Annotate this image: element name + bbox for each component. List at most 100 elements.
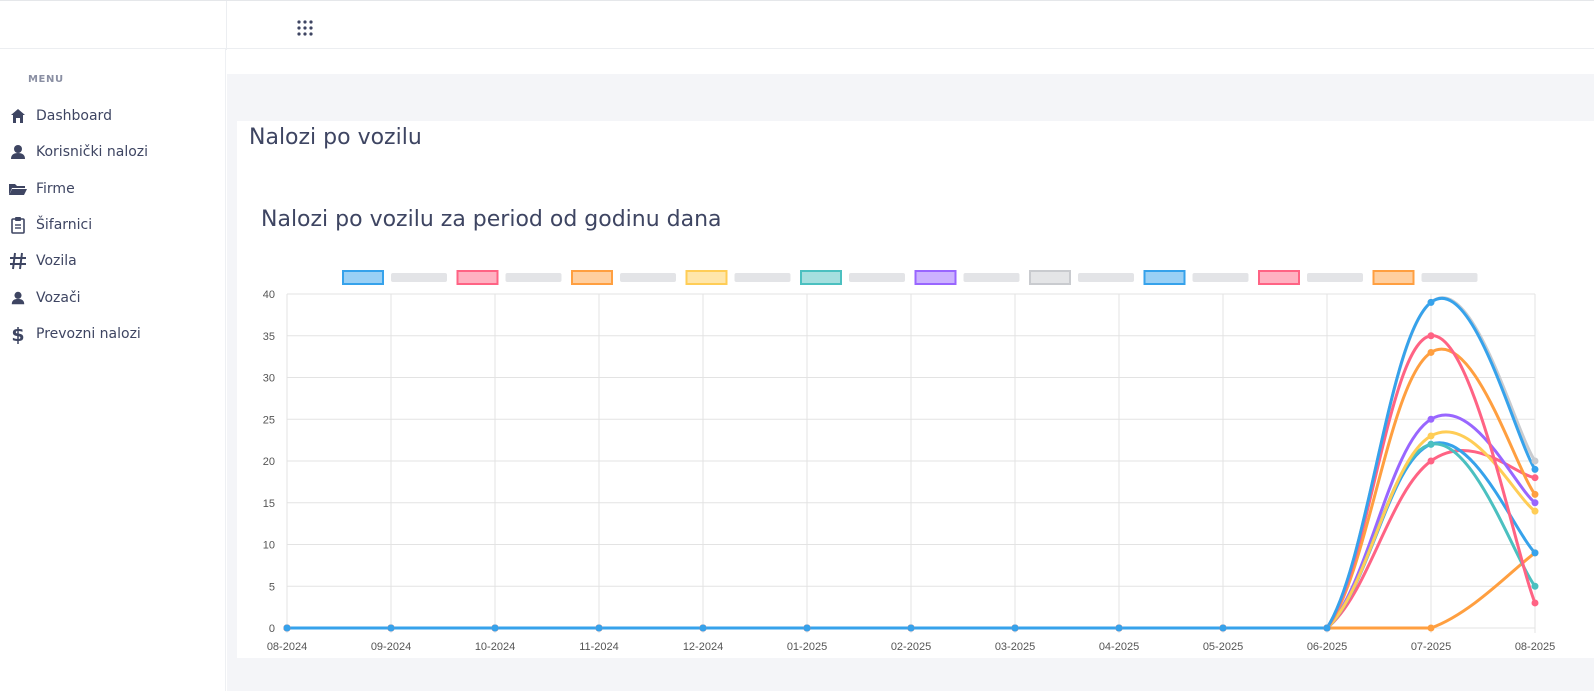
data-point <box>1219 624 1227 632</box>
sidebar: MENU Dashboard Korisnički nalozi Firme Š… <box>0 49 226 691</box>
legend-label-redacted <box>1307 273 1363 282</box>
y-tick-label: 25 <box>263 414 275 426</box>
x-tick-label: 10-2024 <box>475 641 515 653</box>
legend-label-redacted <box>963 273 1020 282</box>
legend-swatch <box>456 270 499 285</box>
y-tick-label: 20 <box>263 456 275 468</box>
data-point <box>1531 499 1539 507</box>
legend-label-redacted <box>1078 273 1134 282</box>
page-title: Nalozi po vozilu <box>249 125 422 150</box>
data-point <box>699 624 707 632</box>
grid-icon <box>297 20 313 36</box>
data-point <box>907 624 915 632</box>
sidebar-item-vozaci[interactable]: Vozači <box>8 283 218 313</box>
legend-swatch <box>342 270 384 285</box>
home-icon <box>8 106 28 126</box>
legend-swatch <box>1029 270 1071 285</box>
apps-button[interactable] <box>292 15 318 41</box>
data-point <box>1427 332 1435 340</box>
data-point <box>1427 298 1435 306</box>
data-point <box>1427 457 1435 465</box>
sidebar-item-label: Šifarnici <box>36 217 93 233</box>
data-point <box>491 624 499 632</box>
dollar-icon: $ <box>8 324 28 344</box>
legend-label-redacted <box>1421 273 1478 282</box>
data-point <box>283 624 291 632</box>
data-point <box>387 624 395 632</box>
data-point <box>1115 624 1123 632</box>
data-point <box>1531 582 1539 590</box>
x-tick-label: 04-2025 <box>1099 641 1139 653</box>
x-tick-label: 12-2024 <box>683 641 723 653</box>
hash-icon <box>8 251 28 271</box>
data-point <box>1531 457 1539 465</box>
legend-label-redacted <box>1192 273 1249 282</box>
legend-label-redacted <box>620 273 676 282</box>
x-tick-label: 08-2025 <box>1515 641 1555 653</box>
legend-label-redacted <box>734 273 791 282</box>
data-point <box>1531 474 1539 482</box>
folder-icon <box>8 179 28 199</box>
x-tick-label: 02-2025 <box>891 641 931 653</box>
sidebar-item-label: Korisnički nalozi <box>36 144 149 160</box>
data-point <box>1531 490 1539 498</box>
data-point <box>1531 599 1539 607</box>
data-point <box>1531 549 1539 557</box>
x-tick-label: 03-2025 <box>995 641 1035 653</box>
legend-swatch <box>685 270 728 285</box>
sidebar-item-label: Dashboard <box>36 108 112 124</box>
x-tick-label: 08-2024 <box>267 641 307 653</box>
data-point <box>803 624 811 632</box>
x-tick-label: 01-2025 <box>787 641 827 653</box>
legend-swatch <box>571 270 613 285</box>
legend-swatch <box>1143 270 1186 285</box>
clipboard-icon <box>8 215 28 235</box>
topbar-divider <box>226 1 227 50</box>
legend-swatch <box>1258 270 1300 285</box>
sidebar-item-vozila[interactable]: Vozila <box>8 246 218 276</box>
x-tick-label: 11-2024 <box>579 641 619 653</box>
x-tick-label: 07-2025 <box>1411 641 1451 653</box>
data-point <box>1531 507 1539 515</box>
legend-label-redacted <box>391 273 447 282</box>
sidebar-item-prevozni-nalozi[interactable]: $ Prevozni nalozi <box>8 319 218 349</box>
legend-label-redacted <box>849 273 905 282</box>
x-tick-label: 05-2025 <box>1203 641 1243 653</box>
series-line <box>287 297 1537 630</box>
data-point <box>1011 624 1019 632</box>
legend-swatch <box>1372 270 1415 285</box>
y-tick-label: 40 <box>263 289 275 301</box>
y-tick-label: 35 <box>263 331 275 343</box>
data-point <box>1427 624 1435 632</box>
data-point <box>1427 348 1435 356</box>
sidebar-item-label: Prevozni nalozi <box>36 326 141 342</box>
chart-title: Nalozi po vozilu za period od godinu dan… <box>261 207 722 232</box>
menu-title: MENU <box>28 74 64 85</box>
data-point <box>1323 624 1331 632</box>
legend-swatch <box>800 270 842 285</box>
sidebar-item-sifarnici[interactable]: Šifarnici <box>8 210 218 240</box>
svg-text:$: $ <box>11 324 24 344</box>
user-icon <box>8 142 28 162</box>
sidebar-item-label: Firme <box>36 181 75 197</box>
y-tick-label: 5 <box>269 581 275 593</box>
data-point <box>1427 432 1435 440</box>
user-icon <box>8 288 28 308</box>
sidebar-item-dashboard[interactable]: Dashboard <box>8 101 218 131</box>
topbar <box>0 0 1594 50</box>
y-tick-label: 15 <box>263 498 275 510</box>
sidebar-item-label: Vozila <box>36 253 77 269</box>
y-tick-label: 10 <box>263 540 275 552</box>
sidebar-item-korisnicki-nalozi[interactable]: Korisnički nalozi <box>8 137 218 167</box>
line-chart: 0 5 10 15 20 25 30 35 40 08-2024 09-2024 10-2024 11-… <box>263 270 1555 653</box>
y-tick-label: 0 <box>269 623 275 635</box>
x-tick-label: 09-2024 <box>371 641 411 653</box>
sidebar-item-label: Vozači <box>36 290 81 306</box>
x-tick-label: 06-2025 <box>1307 641 1347 653</box>
sidebar-item-firme[interactable]: Firme <box>8 174 218 204</box>
data-point <box>1427 440 1435 448</box>
y-tick-label: 30 <box>263 373 275 385</box>
data-point <box>1427 415 1435 423</box>
data-point <box>1531 465 1539 473</box>
legend-label-redacted <box>505 273 562 282</box>
